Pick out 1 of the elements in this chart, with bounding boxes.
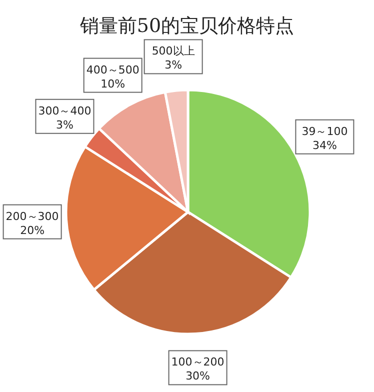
title: 销量前50的宝贝价格特点 <box>80 15 294 37</box>
